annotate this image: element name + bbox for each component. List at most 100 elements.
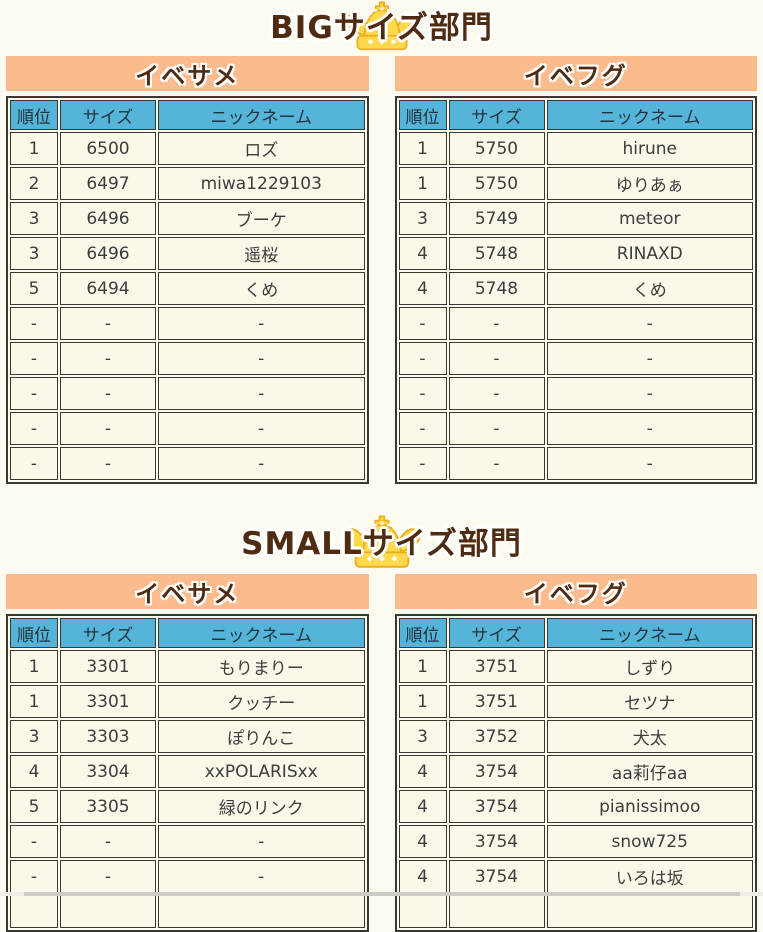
nickname-cell: - — [158, 307, 365, 340]
size-cell: - — [449, 412, 545, 445]
rank-cell: - — [399, 342, 447, 375]
section-title-big: BIGサイズ部門 — [6, 0, 757, 56]
nickname-cell: - — [158, 342, 365, 375]
table-header-row: 順位 サイズ ニックネーム — [399, 100, 754, 130]
size-cell: 3301 — [60, 685, 156, 718]
size-cell: 6494 — [60, 272, 156, 305]
rank-cell: 1 — [10, 650, 58, 683]
nickname-cell: pianissimoo — [547, 790, 754, 823]
rank-cell: 1 — [399, 167, 447, 200]
column-header-rank: 順位 — [399, 618, 447, 648]
table-row: --- — [399, 447, 754, 480]
nickname-cell: 犬太 — [547, 720, 754, 753]
size-cell — [449, 895, 545, 928]
table-row: --- — [10, 860, 365, 893]
rank-cell: 4 — [399, 755, 447, 788]
table-row — [399, 895, 754, 928]
column-header-rank: 順位 — [10, 100, 58, 130]
rank-cell: - — [10, 447, 58, 480]
nickname-cell: RINAXD — [547, 237, 754, 270]
size-cell: 5748 — [449, 237, 545, 270]
table-header-row: 順位 サイズ ニックネーム — [399, 618, 754, 648]
column-header-nickname: ニックネーム — [547, 618, 754, 648]
rank-cell: 5 — [10, 272, 58, 305]
nickname-cell: もりまりー — [158, 650, 365, 683]
rank-cell: 1 — [399, 685, 447, 718]
horizontal-scrollbar-track[interactable] — [0, 892, 763, 896]
size-cell: 3301 — [60, 650, 156, 683]
size-cell: - — [60, 412, 156, 445]
nickname-cell: - — [158, 825, 365, 858]
column-header-nickname: ニックネーム — [158, 618, 365, 648]
table-header-row: 順位 サイズ ニックネーム — [10, 100, 365, 130]
size-cell: 5748 — [449, 272, 545, 305]
section-title-small: SMALLサイズ部門 — [6, 514, 757, 574]
size-cell: 3303 — [60, 720, 156, 753]
rank-cell: - — [10, 825, 58, 858]
size-cell: 5750 — [449, 167, 545, 200]
nickname-cell: いろは坂 — [547, 860, 754, 893]
size-cell: - — [449, 342, 545, 375]
page-title: SMALLサイズ部門 — [241, 514, 522, 574]
table-header-row: 順位 サイズ ニックネーム — [10, 618, 365, 648]
rank-cell: 3 — [10, 202, 58, 235]
nickname-cell: - — [547, 377, 754, 410]
size-cell: - — [60, 342, 156, 375]
nickname-cell: クッチー — [158, 685, 365, 718]
nickname-cell: しずり — [547, 650, 754, 683]
column-header-size: サイズ — [449, 618, 545, 648]
size-cell: 3305 — [60, 790, 156, 823]
size-cell: - — [60, 307, 156, 340]
horizontal-scrollbar-thumb[interactable] — [24, 892, 740, 896]
nickname-cell: hirune — [547, 132, 754, 165]
nickname-cell — [547, 895, 754, 928]
nickname-cell: snow725 — [547, 825, 754, 858]
table-row: --- — [399, 342, 754, 375]
nickname-cell: meteor — [547, 202, 754, 235]
rank-cell: 4 — [10, 755, 58, 788]
table-row: --- — [10, 412, 365, 445]
table-row: --- — [10, 377, 365, 410]
size-cell: 6496 — [60, 202, 156, 235]
rank-cell: 3 — [399, 720, 447, 753]
nickname-cell: 遥桜 — [158, 237, 365, 270]
size-cell: 5749 — [449, 202, 545, 235]
rank-cell: - — [399, 412, 447, 445]
column-header-rank: 順位 — [399, 100, 447, 130]
column-header-size: サイズ — [60, 618, 156, 648]
nickname-cell: - — [158, 377, 365, 410]
table-label: イベフグ — [524, 574, 628, 609]
size-cell: - — [449, 307, 545, 340]
rank-cell: 3 — [399, 202, 447, 235]
nickname-cell: miwa1229103 — [158, 167, 365, 200]
column-header-size: サイズ — [60, 100, 156, 130]
rank-cell: - — [10, 377, 58, 410]
rank-cell: 4 — [399, 272, 447, 305]
rank-cell: - — [399, 447, 447, 480]
table-row — [10, 895, 365, 928]
size-cell: 3751 — [449, 685, 545, 718]
rank-cell: 4 — [399, 825, 447, 858]
rank-cell: 1 — [399, 132, 447, 165]
rank-cell: 3 — [10, 237, 58, 270]
nickname-cell: ぽりんこ — [158, 720, 365, 753]
nickname-cell: セツナ — [547, 685, 754, 718]
